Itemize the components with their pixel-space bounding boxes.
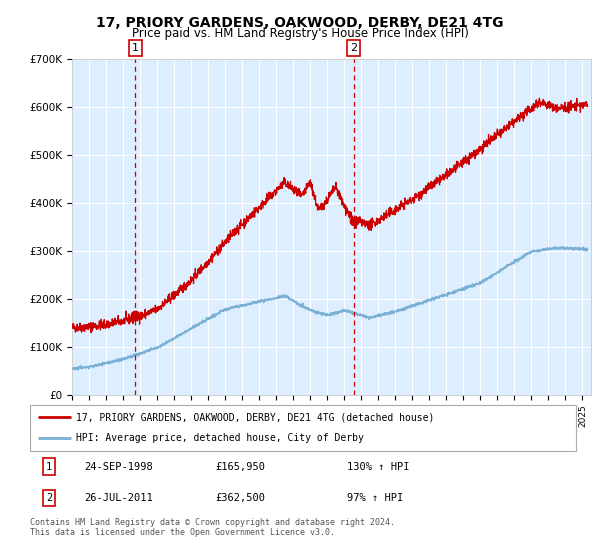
Text: 1: 1 <box>132 43 139 53</box>
Text: 97% ↑ HPI: 97% ↑ HPI <box>347 493 403 503</box>
Text: 2: 2 <box>46 493 52 503</box>
Text: Contains HM Land Registry data © Crown copyright and database right 2024.
This d: Contains HM Land Registry data © Crown c… <box>30 518 395 538</box>
Text: £165,950: £165,950 <box>215 461 266 472</box>
Text: 2: 2 <box>350 43 358 53</box>
Text: 130% ↑ HPI: 130% ↑ HPI <box>347 461 409 472</box>
FancyBboxPatch shape <box>30 405 576 451</box>
Text: £362,500: £362,500 <box>215 493 266 503</box>
Text: 17, PRIORY GARDENS, OAKWOOD, DERBY, DE21 4TG: 17, PRIORY GARDENS, OAKWOOD, DERBY, DE21… <box>96 16 504 30</box>
Text: Price paid vs. HM Land Registry's House Price Index (HPI): Price paid vs. HM Land Registry's House … <box>131 27 469 40</box>
Text: 17, PRIORY GARDENS, OAKWOOD, DERBY, DE21 4TG (detached house): 17, PRIORY GARDENS, OAKWOOD, DERBY, DE21… <box>76 412 435 422</box>
Text: 24-SEP-1998: 24-SEP-1998 <box>85 461 154 472</box>
Text: HPI: Average price, detached house, City of Derby: HPI: Average price, detached house, City… <box>76 433 364 444</box>
Text: 26-JUL-2011: 26-JUL-2011 <box>85 493 154 503</box>
Text: 1: 1 <box>46 461 52 472</box>
